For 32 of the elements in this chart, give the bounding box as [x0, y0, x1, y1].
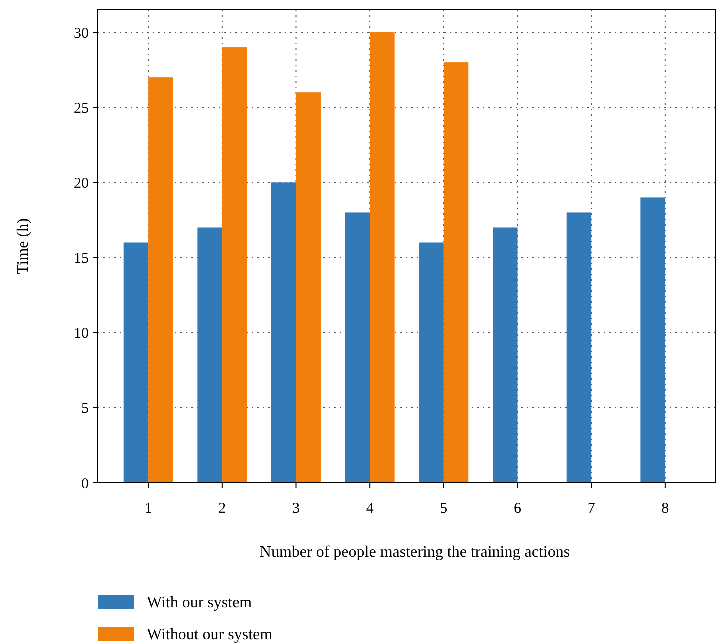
bar — [222, 48, 248, 483]
x-axis-title: Number of people mastering the training actions — [260, 544, 570, 561]
bar — [640, 198, 666, 483]
y-tick-label: 5 — [82, 401, 89, 418]
bar — [345, 212, 370, 483]
bar — [124, 242, 149, 483]
legend-label: With our system — [147, 594, 253, 612]
legend-label: Without our system — [147, 626, 274, 643]
y-tick-label: 25 — [74, 100, 89, 117]
bar — [272, 182, 296, 483]
bar — [444, 62, 469, 483]
bar — [296, 92, 321, 483]
y-tick-label: 15 — [74, 251, 89, 268]
y-tick-label: 0 — [82, 476, 89, 492]
bar — [419, 242, 444, 483]
bar — [370, 32, 395, 483]
y-tick-label: 30 — [74, 26, 89, 42]
bar — [148, 78, 174, 483]
bar — [198, 228, 222, 483]
x-tick-label: 6 — [514, 501, 522, 517]
x-tick-label: 7 — [588, 501, 596, 517]
x-tick-label: 8 — [662, 501, 670, 517]
y-tick-label: 20 — [74, 176, 89, 192]
x-tick-label: 3 — [292, 501, 300, 517]
y-tick-label: 10 — [74, 326, 89, 342]
bar — [493, 228, 518, 483]
x-tick-label: 1 — [144, 501, 152, 517]
x-tick-label: 4 — [366, 501, 374, 517]
x-tick-label: 5 — [440, 501, 448, 517]
x-tick-label: 2 — [218, 501, 226, 517]
y-axis-title: Time (h) — [15, 218, 32, 274]
bar — [566, 212, 592, 483]
